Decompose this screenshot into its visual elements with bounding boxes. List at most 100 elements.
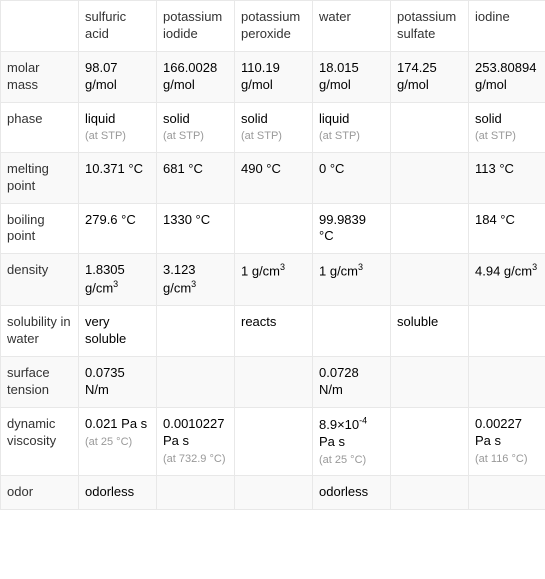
data-cell: 184 °C [469,203,545,254]
data-cell: solid (at STP) [157,102,235,152]
cell-value: 18.015 g/mol [319,60,359,92]
cell-value: solid [241,111,268,126]
cell-value: 10.371 °C [85,161,143,176]
data-cell: 0.00227 Pa s(at 116 °C) [469,407,545,475]
cell-value: 1 g/cm [319,264,358,279]
cell-value: solid [163,111,190,126]
cell-superscript: 3 [113,279,118,289]
cell-value: reacts [241,314,276,329]
data-cell: 681 °C [157,152,235,203]
cell-value: liquid [85,111,115,126]
data-cell [235,203,313,254]
data-cell: solid (at STP) [469,102,545,152]
data-cell: reacts [235,306,313,357]
cell-note: (at 25 °C) [85,435,150,449]
data-cell [469,476,545,510]
table-row: molar mass98.07 g/mol 166.0028 g/mol110.1… [1,51,545,102]
cell-value: 99.9839 °C [319,212,366,244]
data-cell [391,407,469,475]
data-cell [469,357,545,408]
data-cell [235,357,313,408]
data-cell [391,254,469,306]
data-cell: 1 g/cm3 [235,254,313,306]
row-label: phase [1,102,79,152]
cell-value: very soluble [85,314,126,346]
cell-value: soluble [397,314,438,329]
data-cell [391,203,469,254]
cell-note: (at 732.9 °C) [163,452,228,466]
header-cell: sulfuric acid [79,1,157,52]
cell-value: 253.80894 g/mol [475,60,536,92]
data-cell: 113 °C [469,152,545,203]
properties-table: sulfuric acidpotassium iodidepotassium p… [0,0,545,510]
cell-value: 279.6 °C [85,212,136,227]
table-row: boiling point 279.6 °C 1330 °C 99.9839 °C 18… [1,203,545,254]
cell-value: 1.8305 g/cm [85,262,125,295]
cell-value: 1330 °C [163,212,210,227]
cell-value: solid [475,111,502,126]
data-cell [391,476,469,510]
data-cell [391,102,469,152]
data-cell: liquid (at STP) [313,102,391,152]
data-cell [391,357,469,408]
row-label: boiling point [1,203,79,254]
cell-note: (at STP) [475,129,540,143]
data-cell [157,357,235,408]
cell-value: 4.94 g/cm [475,264,532,279]
cell-value: odorless [85,484,134,499]
data-cell: 490 °C [235,152,313,203]
header-cell: potassium iodide [157,1,235,52]
cell-value: 184 °C [475,212,515,227]
cell-value: 1 g/cm [241,264,280,279]
table-row: density1.8305 g/cm33.123 g/cm31 g/cm31 g… [1,254,545,306]
data-cell: 0.021 Pa s (at 25 °C) [79,407,157,475]
cell-note: (at 116 °C) [475,452,540,466]
data-cell: odorless [313,476,391,510]
data-cell: 8.9×10-4 Pa s(at 25 °C) [313,407,391,475]
cell-superscript: 3 [191,279,196,289]
data-cell: 0.0728 N/m [313,357,391,408]
data-cell: 174.25 g/mol [391,51,469,102]
cell-value: 0.0735 N/m [85,365,125,397]
data-cell: 253.80894 g/mol [469,51,545,102]
row-label: solubility in water [1,306,79,357]
cell-value: liquid [319,111,349,126]
cell-value: 0 °C [319,161,344,176]
data-cell: 1330 °C [157,203,235,254]
data-cell: 166.0028 g/mol [157,51,235,102]
data-cell: solid(at STP) [235,102,313,152]
cell-value: 98.07 g/mol [85,60,118,92]
data-cell: 110.19 g/mol [235,51,313,102]
data-cell: soluble [391,306,469,357]
header-cell: potassium sulfate [391,1,469,52]
data-cell: 4.94 g/cm3 [469,254,545,306]
cell-value: 490 °C [241,161,281,176]
cell-superscript: 3 [280,262,285,272]
row-label: dynamic viscosity [1,407,79,475]
data-cell: 99.9839 °C [313,203,391,254]
row-label: surface tension [1,357,79,408]
data-cell [235,407,313,475]
row-label: odor [1,476,79,510]
data-cell: 10.371 °C [79,152,157,203]
row-label: density [1,254,79,306]
table-row: phase liquid (at STP) solid (at STP) solid (at… [1,102,545,152]
row-label: molar mass [1,51,79,102]
cell-value: 0.021 Pa s [85,416,147,431]
data-cell: liquid(at STP) [79,102,157,152]
data-cell [391,152,469,203]
cell-note: (at STP) [163,129,228,143]
cell-superscript: 3 [358,262,363,272]
data-cell: 98.07 g/mol [79,51,157,102]
cell-value: 113 °C [475,161,514,176]
table-row: surface tension0.0735 N/m 0.0728 N/m [1,357,545,408]
cell-superscript: 3 [532,262,537,272]
table-row: odor odorless odorless [1,476,545,510]
data-cell: 18.015 g/mol [313,51,391,102]
data-cell: 0.0010227 Pa s(at 732.9 °C) [157,407,235,475]
data-cell: 1 g/cm3 [313,254,391,306]
data-cell: 0 °C [313,152,391,203]
cell-note: (at STP) [319,129,384,143]
data-cell: very soluble [79,306,157,357]
cell-note: (at 25 °C) [319,453,384,467]
